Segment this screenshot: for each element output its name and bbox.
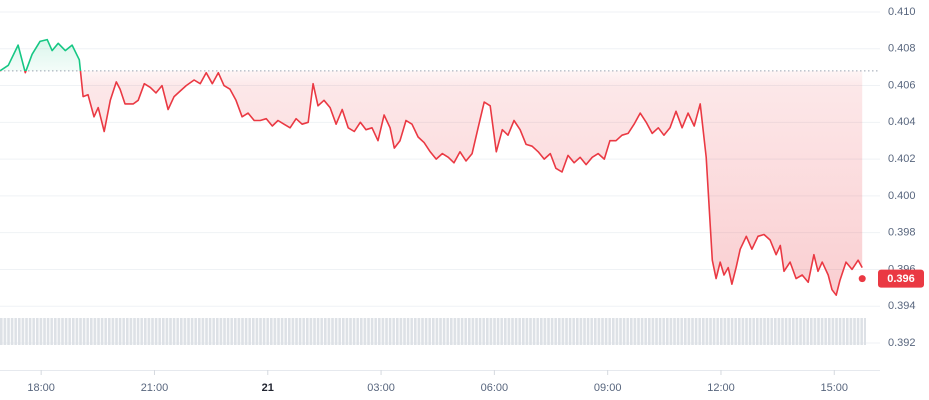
y-tick-label: 0.402 [888,153,916,165]
volume-band [0,318,866,345]
price-tag-label: 0.396 [887,273,915,285]
price-area [0,39,863,296]
y-tick-label: 0.410 [888,6,916,18]
y-tick-label: 0.394 [888,300,916,312]
price-line [0,38,863,296]
x-tick-label: 03:00 [367,382,395,394]
x-tick-label: 15:00 [821,382,849,394]
x-tick-label: 18:00 [27,382,55,394]
y-tick-label: 0.392 [888,337,916,349]
last-price-dot [858,275,866,283]
x-tick-label: 21 [262,382,274,394]
x-tick-label: 09:00 [594,382,622,394]
y-tick-label: 0.404 [888,116,916,128]
y-tick-label: 0.400 [888,190,916,202]
x-tick-label: 12:00 [707,382,735,394]
x-tick-label: 06:00 [481,382,509,394]
y-tick-label: 0.406 [888,79,916,91]
x-tick-label: 21:00 [141,382,169,394]
x-axis-line [0,370,880,371]
y-tick-label: 0.398 [888,227,916,239]
price-tag [878,269,924,288]
y-tick-label: 0.408 [888,43,916,55]
